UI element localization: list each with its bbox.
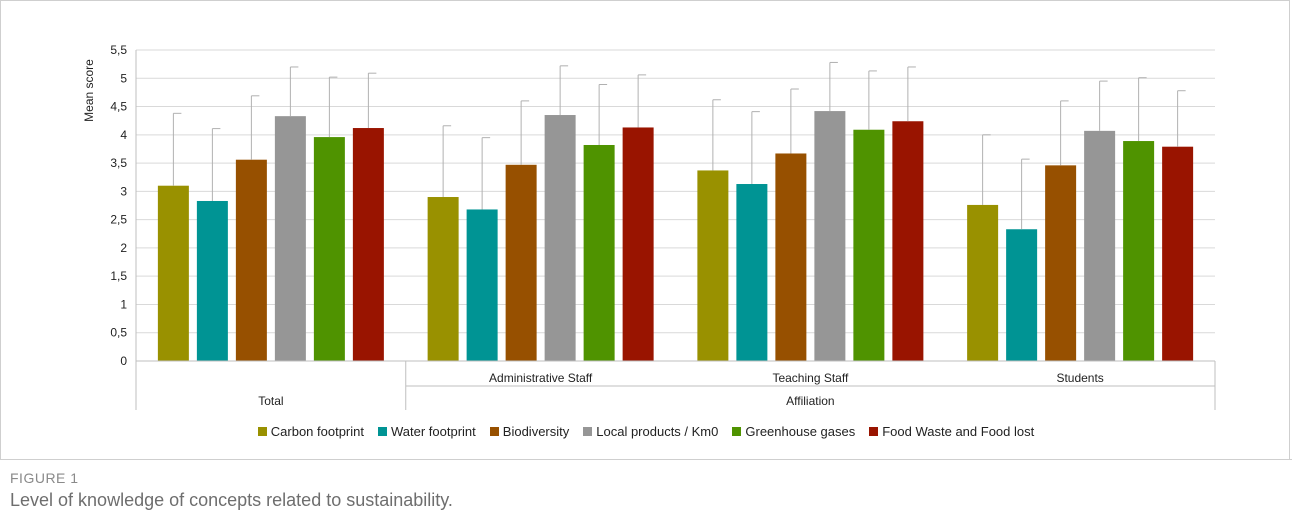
- y-tick-label: 4,5: [110, 100, 127, 114]
- legend-label: Local products / Km0: [596, 424, 719, 439]
- figure-caption: Level of knowledge of concepts related t…: [10, 490, 453, 510]
- bar-food-waste-and-food-lost: [352, 128, 384, 361]
- legend-swatch: [732, 427, 742, 436]
- legend-swatch: [489, 427, 499, 436]
- y-axis-title: Mean score: [82, 59, 96, 122]
- y-tick-label: 1,5: [110, 269, 127, 283]
- figure-frame: [0, 0, 1290, 460]
- bar-greenhouse-gases: [313, 137, 345, 361]
- x-tick-label: Students: [1056, 371, 1103, 385]
- bar-water-footprint: [736, 184, 768, 361]
- bar-food-waste-and-food-lost: [892, 121, 924, 361]
- bar-water-footprint: [196, 200, 228, 361]
- bar-biodiversity: [505, 164, 537, 361]
- y-tick-label: 3: [120, 184, 127, 198]
- bar-carbon-footprint: [967, 204, 999, 361]
- x-group-label-affiliation: Affiliation: [786, 394, 834, 408]
- y-tick-label: 0,5: [110, 326, 127, 340]
- caption-divider: [0, 459, 1292, 460]
- bar-food-waste-and-food-lost: [1162, 146, 1194, 361]
- bar-carbon-footprint: [157, 185, 189, 361]
- y-tick-label: 2,5: [110, 213, 127, 227]
- legend-swatch: [378, 427, 387, 436]
- y-tick-label: 1: [120, 297, 127, 311]
- bar-local-products-km0: [274, 116, 306, 362]
- x-tick-label: Administrative Staff: [489, 371, 593, 385]
- bar-water-footprint: [466, 209, 498, 361]
- bar-carbon-footprint: [427, 197, 459, 361]
- y-tick-label: 0: [120, 354, 127, 368]
- bar-biodiversity: [775, 153, 807, 361]
- bar-water-footprint: [1006, 229, 1038, 361]
- bar-chart: 0 0,5 1 1,5 2 2,5 3 3,5 4 4,5 5 5,5 Mean score Admini…: [82, 43, 1216, 410]
- legend-item: Greenhouse gases: [732, 424, 855, 439]
- legend-swatch: [257, 427, 267, 436]
- legend-item: Local products / Km0: [583, 424, 718, 439]
- bar-biodiversity: [1045, 165, 1077, 361]
- legend-label: Greenhouse gases: [745, 424, 856, 439]
- chart-legend: Carbon footprint Water footprint Biodivers…: [0, 424, 1292, 439]
- bar-greenhouse-gases: [583, 144, 615, 361]
- bar-carbon-footprint: [697, 170, 729, 361]
- y-tick-label: 2: [120, 241, 127, 255]
- legend-label: Food Waste and Food lost: [882, 424, 1035, 439]
- legend-item: Water footprint: [378, 424, 476, 439]
- y-tick-label: 5,5: [110, 43, 127, 57]
- legend-item: Food Waste and Food lost: [869, 424, 1034, 439]
- bar-local-products-km0: [544, 115, 576, 361]
- legend-label: Biodiversity: [502, 424, 570, 439]
- legend-swatch: [869, 427, 879, 436]
- legend-item: Carbon footprint: [257, 424, 364, 439]
- bar-food-waste-and-food-lost: [622, 127, 654, 361]
- x-group-label-total: Total: [258, 394, 283, 408]
- legend-label: Carbon footprint: [270, 424, 364, 439]
- bar-greenhouse-gases: [1123, 141, 1155, 361]
- bar-local-products-km0: [1084, 130, 1116, 361]
- bar-greenhouse-gases: [853, 129, 885, 361]
- legend-item: Biodiversity: [489, 424, 570, 439]
- y-tick-label: 4: [120, 128, 127, 142]
- legend-swatch: [583, 427, 593, 436]
- legend-label: Water footprint: [391, 424, 476, 439]
- bar-biodiversity: [235, 159, 267, 361]
- y-tick-label: 5: [120, 71, 127, 85]
- y-tick-label: 3,5: [110, 156, 127, 170]
- x-tick-label: Teaching Staff: [772, 371, 848, 385]
- bar-local-products-km0: [814, 111, 846, 361]
- figure-label: FIGURE 1: [10, 470, 79, 486]
